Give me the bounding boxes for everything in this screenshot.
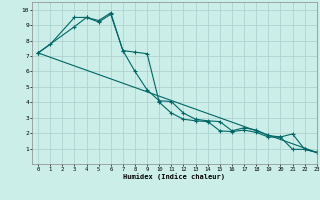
X-axis label: Humidex (Indice chaleur): Humidex (Indice chaleur) [124, 173, 225, 180]
